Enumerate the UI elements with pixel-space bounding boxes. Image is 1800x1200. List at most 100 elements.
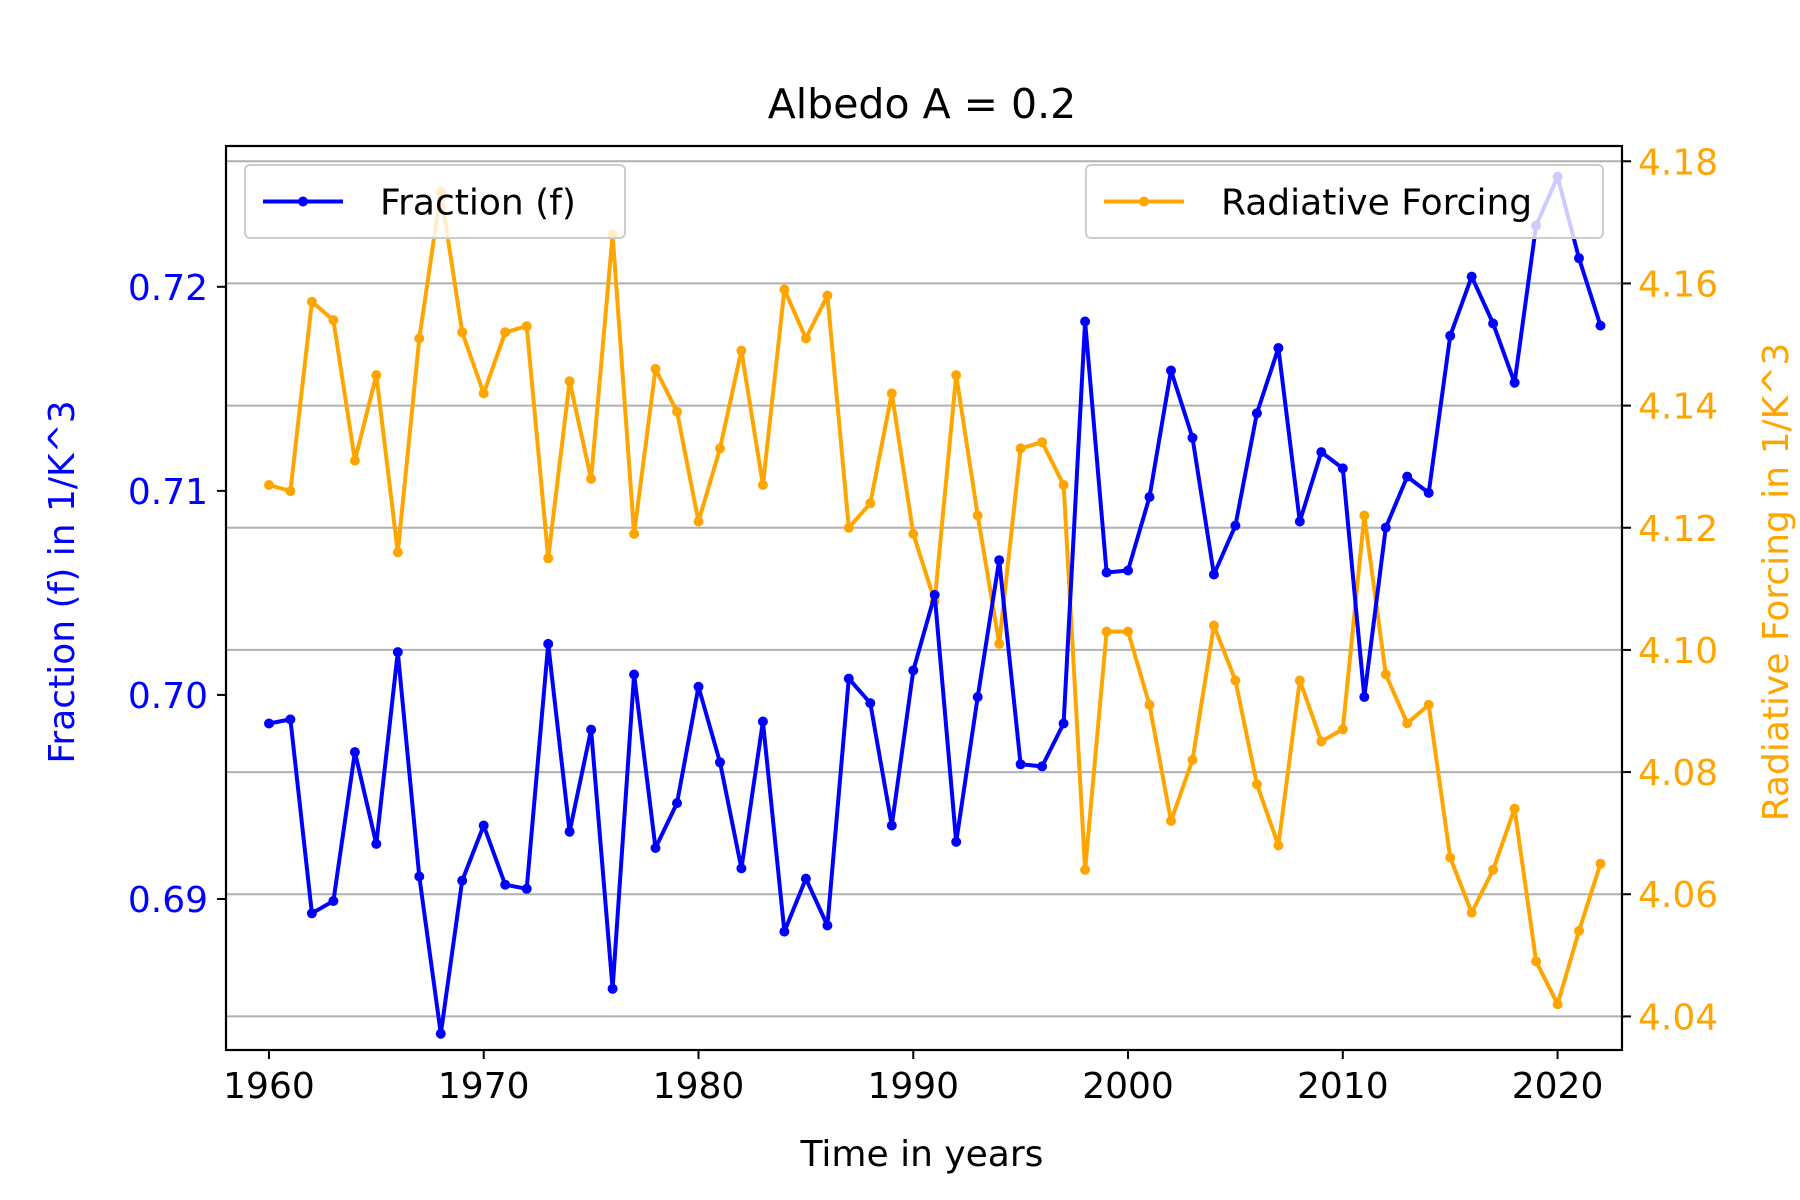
data-point — [1509, 377, 1520, 388]
data-point — [1144, 492, 1155, 502]
x-tick-label: 1980 — [653, 1066, 745, 1107]
data-point — [1466, 271, 1477, 282]
data-point — [607, 983, 618, 994]
data-point — [1402, 718, 1413, 729]
data-point — [285, 486, 296, 497]
data-point — [1466, 907, 1477, 918]
data-point — [1359, 510, 1370, 521]
data-point — [757, 716, 768, 727]
data-point — [457, 327, 468, 338]
data-point — [1574, 925, 1584, 936]
data-point — [800, 873, 811, 884]
data-point — [264, 480, 274, 490]
data-point — [1595, 320, 1606, 331]
data-point — [693, 516, 704, 527]
x-tick-label: 1960 — [223, 1066, 315, 1107]
data-point — [672, 798, 682, 809]
legend-label: Fraction (f) — [380, 183, 576, 224]
x-tick-label: 2020 — [1512, 1066, 1604, 1107]
data-point — [1208, 620, 1219, 631]
data-point — [457, 875, 468, 886]
data-point — [1037, 761, 1048, 772]
data-point — [1488, 318, 1499, 329]
legend-marker — [298, 196, 308, 207]
data-point — [414, 333, 425, 344]
data-point — [1058, 480, 1069, 490]
data-point — [328, 896, 339, 906]
data-point — [715, 443, 725, 454]
data-point — [822, 290, 833, 301]
data-point — [521, 883, 532, 894]
data-point — [435, 1028, 446, 1039]
data-point — [865, 498, 876, 509]
data-point — [1187, 754, 1198, 765]
data-point — [1488, 864, 1499, 875]
data-point — [1423, 699, 1434, 710]
legend-label: Radiative Forcing — [1221, 183, 1532, 224]
data-point — [414, 871, 425, 882]
data-point — [800, 333, 811, 344]
data-point — [371, 370, 382, 381]
data-point — [1166, 815, 1176, 826]
data-point — [392, 547, 403, 558]
data-point — [886, 820, 897, 831]
data-point — [1552, 999, 1563, 1010]
data-point — [543, 553, 554, 564]
plot-frame — [224, 144, 1624, 1052]
data-point — [994, 638, 1005, 649]
data-point — [1123, 626, 1133, 637]
x-tick-label: 1990 — [867, 1066, 959, 1107]
series-fraction — [264, 171, 1606, 1039]
data-point — [306, 908, 317, 919]
data-point — [1445, 330, 1456, 341]
data-point — [1080, 864, 1091, 875]
axes: 1960 1970 1980 1990 2000 2010 2020 0.69 0.70 0.71… — [128, 142, 1718, 1107]
data-point — [1251, 408, 1262, 419]
data-point — [629, 669, 640, 680]
data-point — [1359, 692, 1370, 702]
data-point — [1509, 803, 1520, 814]
x-axis-label: Time in years — [800, 1134, 1044, 1175]
x-tick-label: 2010 — [1297, 1066, 1389, 1107]
data-point — [521, 321, 532, 332]
data-point — [736, 863, 747, 874]
data-point — [306, 296, 317, 307]
data-point — [1337, 463, 1348, 474]
data-point — [929, 589, 940, 600]
data-point — [650, 363, 661, 374]
data-point — [1445, 852, 1456, 863]
data-point — [1251, 779, 1262, 790]
y-right-tick-label: 4.14 — [1638, 387, 1718, 428]
data-point — [1015, 759, 1026, 770]
plot-series — [264, 171, 1606, 1039]
data-point — [972, 510, 983, 521]
y-right-tick-label: 4.06 — [1638, 875, 1718, 916]
data-point — [1531, 956, 1542, 967]
y-left-tick-label: 0.71 — [128, 472, 208, 513]
data-point — [392, 647, 403, 658]
data-point — [586, 473, 597, 484]
y-left-tick-label: 0.69 — [128, 880, 208, 921]
data-point — [693, 681, 704, 692]
data-point — [478, 388, 489, 399]
x-tick-label: 1970 — [438, 1066, 530, 1107]
y-right-tick-label: 4.10 — [1638, 631, 1718, 672]
data-point — [1166, 365, 1176, 376]
legends: Fraction (f) Radiative Forcing — [244, 164, 1604, 239]
data-point — [1595, 858, 1606, 869]
data-point — [1423, 487, 1434, 498]
data-point — [1058, 718, 1069, 729]
data-point — [1080, 316, 1091, 327]
data-point — [586, 724, 597, 735]
chart-title: Albedo A = 0.2 — [768, 80, 1077, 128]
data-point — [843, 522, 854, 533]
data-point — [1037, 437, 1048, 448]
data-point — [500, 327, 511, 338]
data-point — [1380, 522, 1391, 533]
data-point — [1101, 626, 1112, 637]
data-point — [757, 480, 768, 490]
data-point — [1316, 447, 1327, 458]
data-point — [1337, 724, 1348, 735]
data-point — [908, 665, 919, 676]
